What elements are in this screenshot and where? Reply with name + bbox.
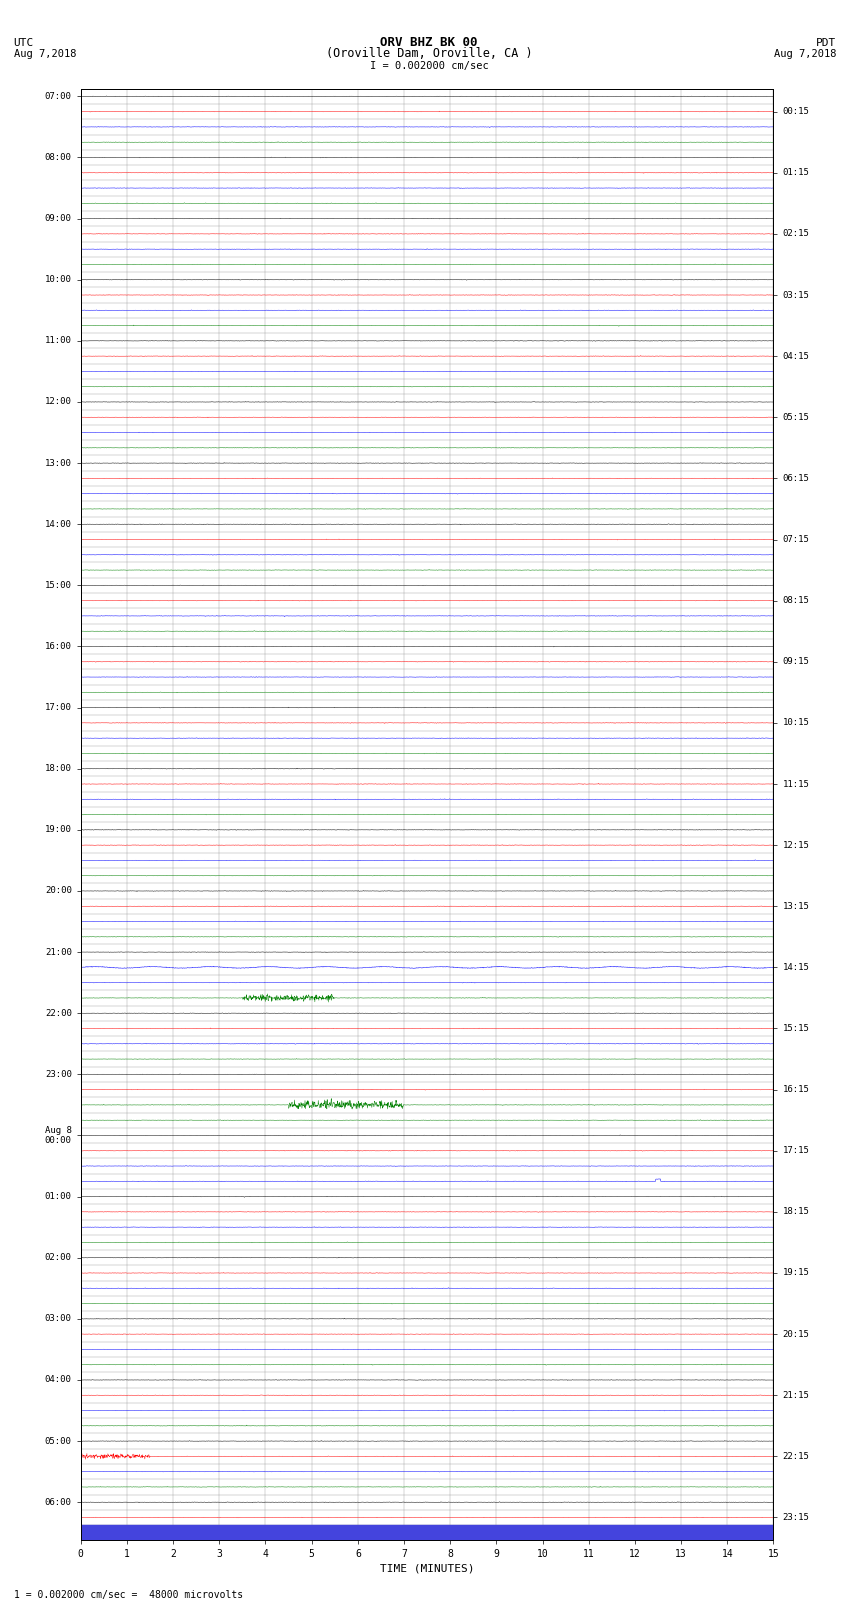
Text: I = 0.002000 cm/sec: I = 0.002000 cm/sec (370, 61, 489, 71)
Text: UTC: UTC (14, 37, 34, 47)
Text: ORV BHZ BK 00: ORV BHZ BK 00 (381, 35, 478, 50)
Text: Aug 7,2018: Aug 7,2018 (774, 48, 836, 58)
Text: Aug 7,2018: Aug 7,2018 (14, 48, 76, 58)
Text: (Oroville Dam, Oroville, CA ): (Oroville Dam, Oroville, CA ) (326, 47, 533, 60)
Text: PDT: PDT (816, 37, 836, 47)
X-axis label: TIME (MINUTES): TIME (MINUTES) (380, 1563, 474, 1574)
Text: 1 = 0.002000 cm/sec =  48000 microvolts: 1 = 0.002000 cm/sec = 48000 microvolts (14, 1590, 243, 1600)
